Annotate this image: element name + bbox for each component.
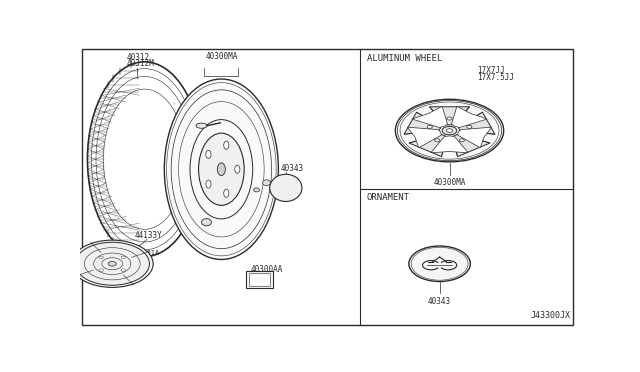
Polygon shape <box>429 107 470 125</box>
Ellipse shape <box>206 180 211 188</box>
Ellipse shape <box>235 165 240 173</box>
Text: 40224: 40224 <box>227 113 250 122</box>
Polygon shape <box>458 127 492 148</box>
Ellipse shape <box>262 180 271 186</box>
Polygon shape <box>409 134 446 157</box>
Ellipse shape <box>108 262 116 266</box>
Ellipse shape <box>196 123 207 128</box>
Text: ALUMINUM WHEEL: ALUMINUM WHEEL <box>367 54 442 63</box>
Polygon shape <box>431 136 468 153</box>
FancyBboxPatch shape <box>246 271 273 288</box>
Text: 40300MA: 40300MA <box>433 178 466 187</box>
Text: J43300JX: J43300JX <box>530 311 570 320</box>
Text: 17X7.5JJ: 17X7.5JJ <box>477 73 514 83</box>
Text: 40311: 40311 <box>179 111 202 120</box>
Ellipse shape <box>446 129 452 132</box>
Text: 40343: 40343 <box>428 297 451 306</box>
Ellipse shape <box>121 269 125 272</box>
Ellipse shape <box>459 139 465 142</box>
Text: 40312M: 40312M <box>127 58 155 68</box>
Text: Ⓑ 08110-8201A: Ⓑ 08110-8201A <box>104 249 159 256</box>
Ellipse shape <box>442 126 457 135</box>
Text: 40300AA: 40300AA <box>251 265 284 274</box>
Text: 44133Y: 44133Y <box>134 231 163 240</box>
Polygon shape <box>453 134 490 157</box>
Ellipse shape <box>467 125 472 128</box>
Ellipse shape <box>164 79 278 260</box>
Ellipse shape <box>206 150 211 158</box>
Ellipse shape <box>435 139 440 142</box>
Ellipse shape <box>99 269 104 272</box>
Ellipse shape <box>218 163 225 176</box>
Ellipse shape <box>99 256 104 259</box>
Text: 40343: 40343 <box>281 164 304 173</box>
Polygon shape <box>404 112 441 134</box>
Ellipse shape <box>198 133 244 205</box>
Ellipse shape <box>224 189 229 197</box>
Ellipse shape <box>121 256 125 259</box>
Ellipse shape <box>427 125 432 128</box>
Text: 40300MA: 40300MA <box>205 52 237 61</box>
Text: 40312: 40312 <box>127 54 150 62</box>
Ellipse shape <box>447 117 452 120</box>
Ellipse shape <box>396 99 504 162</box>
Ellipse shape <box>269 174 302 202</box>
Ellipse shape <box>202 219 211 226</box>
Polygon shape <box>451 106 487 128</box>
Ellipse shape <box>253 188 260 192</box>
Text: ( 2 ): ( 2 ) <box>112 254 134 260</box>
Polygon shape <box>407 127 441 148</box>
Polygon shape <box>412 106 447 128</box>
Text: ORNAMENT: ORNAMENT <box>367 193 410 202</box>
Text: 40300A: 40300A <box>202 221 229 230</box>
Ellipse shape <box>409 246 470 282</box>
Text: 17X7JJ: 17X7JJ <box>477 66 504 75</box>
Polygon shape <box>458 112 495 134</box>
Ellipse shape <box>224 141 229 149</box>
Ellipse shape <box>71 240 153 288</box>
Ellipse shape <box>75 242 150 285</box>
